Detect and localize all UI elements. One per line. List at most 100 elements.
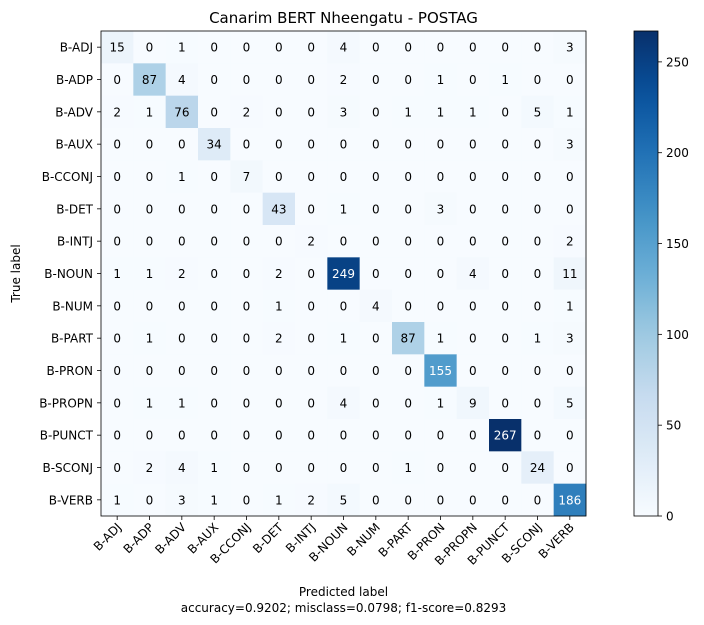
cell-value-label: 0 — [307, 202, 315, 216]
colorbar-tick-label: 150 — [666, 237, 689, 251]
heatmap-cell — [489, 225, 522, 258]
heatmap-cell — [456, 483, 490, 517]
cell-value-label: 0 — [469, 235, 477, 249]
cell-value-label: 0 — [307, 429, 315, 443]
heatmap-cell — [230, 289, 263, 323]
cell-value-label: 0 — [437, 299, 445, 313]
heatmap-cell — [230, 322, 263, 355]
y-tick-label: B-INTJ — [57, 235, 93, 249]
cell-value-label: 0 — [210, 41, 218, 55]
heatmap-cell — [133, 354, 166, 387]
cell-value-label: 4 — [340, 41, 348, 55]
heatmap-cell — [521, 192, 554, 226]
cell-value-label: 0 — [178, 332, 186, 346]
heatmap-cell — [359, 419, 393, 452]
heatmap-cell — [198, 160, 231, 193]
cell-value-label: 0 — [210, 396, 218, 410]
heatmap-cell — [165, 419, 199, 452]
heatmap-cell — [295, 31, 328, 64]
heatmap-cell — [392, 128, 425, 161]
cell-value-label: 0 — [210, 73, 218, 87]
cell-value-label: 0 — [372, 429, 380, 443]
heatmap-cell — [101, 192, 134, 226]
cell-value-label: 0 — [469, 493, 477, 507]
heatmap-cell — [521, 31, 554, 64]
cell-value-label: 0 — [404, 170, 412, 184]
cell-value-label: 1 — [501, 73, 509, 87]
cell-value-label: 1 — [566, 299, 574, 313]
cell-value-label: 0 — [566, 73, 574, 87]
heatmap-cell — [521, 483, 554, 517]
heatmap-cell — [392, 192, 425, 226]
heatmap-cell — [521, 160, 554, 193]
heatmap-cell — [489, 95, 522, 129]
cell-value-label: 2 — [113, 105, 121, 119]
heatmap-cell — [521, 419, 554, 452]
cell-value-label: 0 — [307, 41, 315, 55]
cell-value-label: 0 — [372, 73, 380, 87]
cell-value-label: 1 — [340, 332, 348, 346]
cell-value-label: 3 — [566, 332, 574, 346]
cell-value-label: 3 — [340, 105, 348, 119]
y-tick-label: B-PART — [51, 332, 94, 346]
heatmap-cell — [165, 160, 199, 193]
cell-value-label: 2 — [307, 493, 315, 507]
cell-value-label: 24 — [530, 461, 545, 475]
heatmap-cell — [165, 192, 199, 226]
heatmap-cell — [553, 128, 587, 161]
heatmap-cell — [327, 128, 360, 161]
cell-value-label: 4 — [372, 299, 380, 313]
cell-value-label: 1 — [210, 493, 218, 507]
heatmap-cell — [230, 31, 263, 64]
heatmap-cell — [133, 419, 166, 452]
cell-value-label: 0 — [113, 138, 121, 152]
cell-value-label: 1 — [437, 396, 445, 410]
cell-value-label: 2 — [307, 235, 315, 249]
cell-value-label: 0 — [501, 138, 509, 152]
heatmap-cell — [165, 354, 199, 387]
cell-value-label: 0 — [307, 299, 315, 313]
heatmap-cell — [198, 419, 231, 452]
heatmap-cell — [359, 354, 393, 387]
heatmap-cell — [359, 289, 393, 323]
heatmap-cell — [101, 386, 134, 420]
cell-value-label: 1 — [404, 105, 412, 119]
heatmap-cell — [165, 95, 199, 129]
heatmap-cell — [521, 225, 554, 258]
cell-value-label: 0 — [146, 364, 154, 378]
heatmap-cell — [262, 419, 296, 452]
heatmap-cell — [392, 483, 425, 517]
cell-value-label: 87 — [142, 73, 157, 87]
heatmap-cell — [521, 63, 554, 96]
heatmap-cell — [165, 289, 199, 323]
cell-value-label: 0 — [275, 364, 283, 378]
heatmap-cell — [295, 386, 328, 420]
cell-value-label: 0 — [243, 267, 251, 281]
cell-value-label: 0 — [501, 170, 509, 184]
heatmap-cell — [424, 322, 457, 355]
heatmap-cell — [101, 289, 134, 323]
heatmap-cell — [456, 257, 490, 290]
cell-value-label: 0 — [404, 138, 412, 152]
cell-value-label: 0 — [534, 364, 542, 378]
cell-value-label: 0 — [210, 202, 218, 216]
heatmap-cell — [489, 63, 522, 96]
cell-value-label: 34 — [207, 138, 222, 152]
cell-value-label: 1 — [146, 105, 154, 119]
heatmap-cell — [359, 257, 393, 290]
heatmap-cell — [553, 225, 587, 258]
heatmap-cell — [553, 322, 587, 355]
heatmap-cell — [456, 160, 490, 193]
heatmap-cell — [198, 128, 231, 161]
cell-value-label: 2 — [146, 461, 154, 475]
heatmap-cell — [424, 419, 457, 452]
heatmap-cell — [424, 128, 457, 161]
heatmap-cell — [198, 257, 231, 290]
heatmap-cell — [553, 483, 587, 517]
cell-value-label: 0 — [178, 138, 186, 152]
cell-value-label: 1 — [210, 461, 218, 475]
cell-value-label: 11 — [562, 267, 577, 281]
heatmap-cell — [359, 483, 393, 517]
colorbar — [633, 30, 659, 517]
